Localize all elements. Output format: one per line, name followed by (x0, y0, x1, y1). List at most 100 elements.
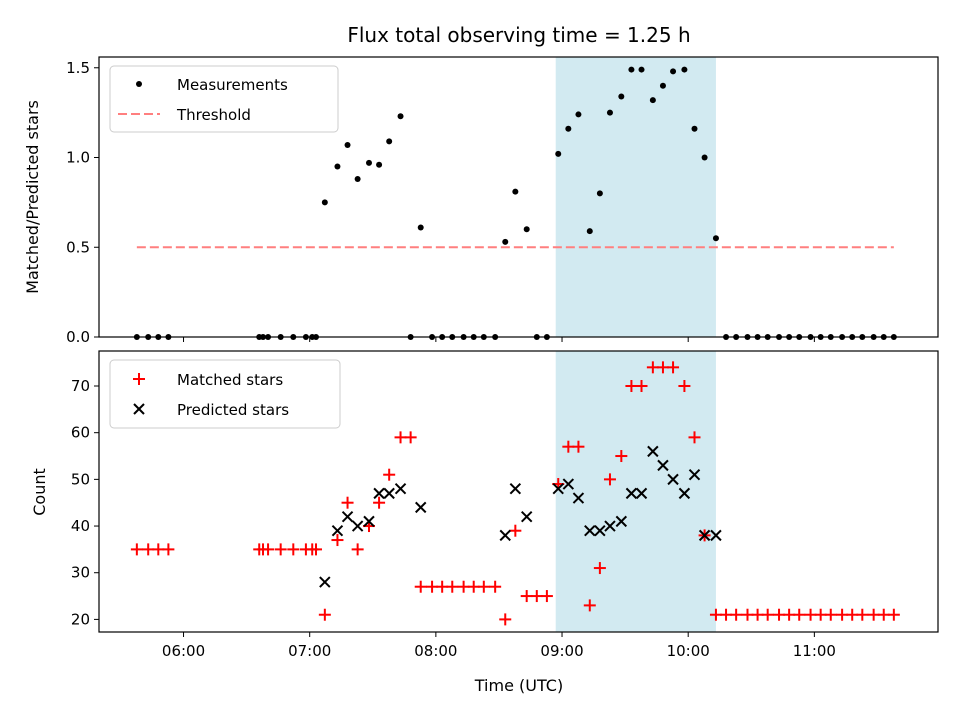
predicted-stars-point (678, 487, 691, 500)
matched-stars-point (404, 431, 417, 444)
matched-stars-point (142, 543, 155, 556)
matched-stars-point (877, 608, 890, 621)
matched-stars-point (741, 608, 754, 621)
predicted-stars-point (625, 487, 638, 500)
bottom-panel-counts: 20 30 40 50 60 70 06:00 07:00 08:00 09:00 10:00 11… (30, 350, 939, 695)
matched-stars-point (499, 613, 512, 626)
matched-stars-point (414, 580, 427, 593)
y-axis-ticks: 20 30 40 50 60 70 (71, 377, 99, 628)
measurements-point (606, 109, 613, 116)
matched-stars-point (583, 599, 596, 612)
matched-stars-point (162, 543, 175, 556)
measurements-point (344, 141, 351, 148)
y-tick-label: 40 (71, 517, 90, 535)
matched-stars-point (394, 431, 407, 444)
measurements-point (386, 138, 393, 145)
measurements-point (555, 150, 562, 157)
plot-marks (130, 361, 900, 626)
matched-stars-point (625, 380, 638, 393)
y-axis-label-ratio: Matched/Predicted stars (23, 100, 42, 294)
y-tick-label: 60 (71, 424, 90, 442)
y-axis-ticks: 0.0 0.5 1.0 1.5 (66, 59, 99, 346)
legend: Matched stars Predicted stars (109, 359, 341, 429)
matched-stars-point (603, 473, 616, 486)
matched-stars-point (331, 534, 344, 547)
matched-stars-point (351, 543, 364, 556)
matched-stars-point (318, 608, 331, 621)
predicted-stars-point (383, 487, 395, 500)
legend-box (109, 359, 341, 429)
legend-label-threshold: Threshold (176, 106, 251, 124)
predicted-stars-point (710, 529, 722, 542)
matched-stars-point (436, 580, 449, 593)
y-tick-label: 20 (71, 610, 90, 628)
matched-stars-point (287, 543, 300, 556)
plot-marks (133, 66, 897, 340)
matched-stars-point (262, 543, 275, 556)
legend-marker-measurements (136, 81, 142, 87)
legend-label-matched: Matched stars (177, 371, 283, 389)
measurements-point (649, 97, 656, 104)
matched-stars-point (572, 440, 585, 453)
measurements-point (321, 199, 328, 206)
legend-marker-matched (133, 373, 145, 385)
x-tick-label: 09:00 (540, 642, 583, 660)
legend-box (109, 65, 339, 133)
measurements-point (638, 66, 645, 73)
measurements-point (670, 68, 677, 75)
predicted-stars-point (635, 487, 648, 500)
measurements-point (354, 176, 361, 183)
measurements-point (502, 238, 509, 245)
shaded-span (555, 351, 716, 632)
matched-stars-point (656, 361, 669, 374)
matched-stars-point (688, 431, 701, 444)
matched-stars-point (383, 468, 396, 481)
predicted-stars-point (657, 459, 669, 472)
matched-stars-point (814, 608, 827, 621)
matched-stars-point (709, 608, 722, 621)
measurements-point (691, 125, 698, 132)
matched-stars-point (477, 580, 490, 593)
matched-stars-point (130, 543, 143, 556)
predicted-stars-point (584, 525, 596, 537)
predicted-stars-point (552, 482, 564, 495)
y-axis-label-count: Count (30, 468, 49, 516)
matched-stars-point (530, 590, 543, 603)
predicted-stars-point (319, 576, 331, 588)
x-tick-label: 06:00 (162, 642, 205, 660)
matched-stars-point (540, 590, 553, 603)
legend: Measurements Threshold (109, 65, 339, 133)
predicted-stars-point (341, 510, 354, 523)
matched-stars-point (667, 361, 680, 374)
matched-stars-point (804, 608, 817, 621)
matched-stars-point (646, 361, 659, 374)
top-panel-measurements: 0.0 0.5 1.0 1.5 Matched/Predicted stars Mea… (23, 56, 939, 346)
y-tick-label: 0.5 (66, 238, 90, 256)
legend-label-measurements: Measurements (177, 76, 288, 94)
matched-stars-point (274, 543, 287, 556)
matched-stars-point (751, 608, 764, 621)
matched-stars-point (310, 543, 323, 556)
x-tick-label: 11:00 (793, 642, 836, 660)
predicted-stars-point (688, 468, 701, 481)
matched-stars-point (793, 608, 806, 621)
matched-stars-point (341, 496, 354, 509)
predicted-stars-point (331, 525, 344, 537)
measurements-point (512, 188, 519, 195)
measurements-point (659, 82, 666, 89)
measurements-point (376, 161, 383, 168)
shaded-span (555, 57, 716, 337)
matched-stars-point (887, 608, 900, 621)
predicted-stars-point (520, 510, 533, 523)
measurements-point (586, 228, 593, 235)
predicted-stars-point (562, 478, 575, 490)
matched-stars-point (615, 450, 628, 463)
predicted-stars-point (394, 482, 407, 495)
y-tick-label: 50 (71, 470, 90, 488)
matched-stars-point (773, 608, 786, 621)
predicted-stars-point (698, 529, 711, 542)
measurements-point (575, 111, 582, 118)
axes-frame (98, 56, 939, 338)
predicted-stars-point (509, 482, 522, 495)
